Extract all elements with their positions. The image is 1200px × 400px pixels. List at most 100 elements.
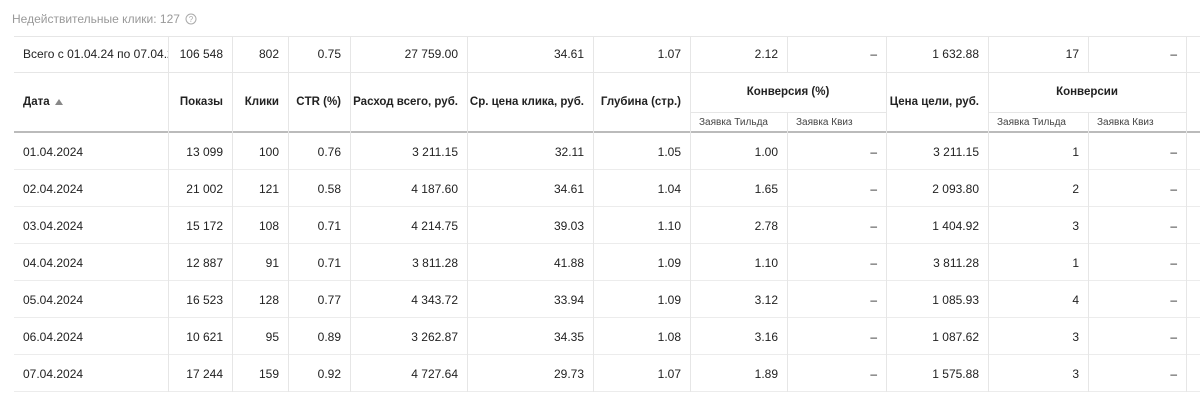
col-line <box>886 133 887 392</box>
data-cell-text: 05.04.2024 <box>23 292 84 307</box>
data-cell-text: 1.10 <box>657 218 681 233</box>
data-cell: 0.71 <box>288 244 350 281</box>
row-line <box>988 112 1186 113</box>
sub-header: Заявка Квиз <box>1088 112 1186 132</box>
data-cell-text: – <box>1170 329 1177 344</box>
data-cell-text: 1 085.93 <box>932 292 979 307</box>
data-cell-text: 4 187.60 <box>411 181 458 196</box>
data-cell-text: 13 099 <box>186 144 223 159</box>
data-cell-text: 3 <box>1072 218 1079 233</box>
data-cell: 33.94 <box>467 281 593 318</box>
col-line <box>593 36 594 133</box>
data-cell: – <box>787 318 886 355</box>
data-cell: – <box>1088 170 1186 207</box>
col-line <box>168 133 169 392</box>
row-line <box>14 243 1200 244</box>
data-cell-text: 3 211.15 <box>412 144 458 159</box>
data-cell: 04.04.2024 <box>14 244 168 281</box>
data-cell: – <box>787 281 886 318</box>
column-header: Ср. цена клика, руб. <box>467 72 593 132</box>
data-cell: 1.05 <box>593 133 690 170</box>
column-header: Конверсии <box>988 72 1186 112</box>
col-line <box>467 133 468 392</box>
data-cell: 1.09 <box>593 281 690 318</box>
col-line <box>1186 36 1187 133</box>
data-cell-text: 1.09 <box>657 292 681 307</box>
help-icon[interactable]: ? <box>185 13 197 25</box>
column-header: Конверсия (%) <box>690 72 886 112</box>
data-cell-text: 1.89 <box>754 366 778 381</box>
column-header-text: Конверсии <box>1056 86 1118 98</box>
summary-cell: 802 <box>232 36 288 72</box>
data-cell-text: 4 343.72 <box>411 292 458 307</box>
col-line <box>350 133 351 392</box>
sort-arrow[interactable] <box>54 98 64 106</box>
data-cell: – <box>1088 207 1186 244</box>
data-cell: 01.04.2024 <box>14 133 168 170</box>
data-cell-text: 01.04.2024 <box>23 144 84 159</box>
data-cell: 16 523 <box>168 281 232 318</box>
sub-header: Заявка Тильда <box>690 112 787 132</box>
summary-cell: – <box>787 36 886 72</box>
data-cell: 3 <box>988 318 1088 355</box>
data-cell-text: 0.71 <box>317 255 341 270</box>
data-cell-text: 1.08 <box>657 329 681 344</box>
col-line <box>1088 112 1089 133</box>
row-line <box>14 169 1200 170</box>
data-cell: 100 <box>232 133 288 170</box>
data-cell: 32.11 <box>467 133 593 170</box>
data-cell-text: 17 244 <box>186 366 223 381</box>
column-header-text: Цена цели, руб. <box>889 96 979 108</box>
data-cell: 1 085.93 <box>886 281 988 318</box>
data-cell: 34.61 <box>467 170 593 207</box>
col-line <box>787 133 788 392</box>
data-cell-text: 33.94 <box>553 292 584 307</box>
data-cell-text: 3 811.28 <box>933 255 979 270</box>
data-cell: – <box>787 355 886 392</box>
data-cell-text: 3.12 <box>754 292 778 307</box>
data-cell: 02.04.2024 <box>14 170 168 207</box>
data-cell: 0.71 <box>288 207 350 244</box>
data-cell: 3 <box>988 207 1088 244</box>
data-cell: – <box>1088 244 1186 281</box>
sub-header: Заявка Тильда <box>988 112 1088 132</box>
row-line <box>14 317 1200 318</box>
data-cell: 3 211.15 <box>886 133 988 170</box>
data-cell-text: 16 523 <box>186 292 223 307</box>
summary-cell: 1 632.88 <box>886 36 988 72</box>
data-cell-text: 0.58 <box>317 181 341 196</box>
data-cell: – <box>787 170 886 207</box>
data-cell: 128 <box>232 281 288 318</box>
summary-cell-text: 802 <box>258 47 279 61</box>
data-cell: 06.04.2024 <box>14 318 168 355</box>
data-cell: 1.10 <box>690 244 787 281</box>
column-header-text: Показы <box>179 96 223 108</box>
summary-cell-text: 34.61 <box>553 47 584 61</box>
data-cell-text: 128 <box>258 292 279 307</box>
data-cell-text: – <box>870 329 877 344</box>
data-cell-text: 1.00 <box>754 144 778 159</box>
data-cell: 07.04.2024 <box>14 355 168 392</box>
sub-header: Заявка Квиз <box>787 112 886 132</box>
data-cell: – <box>1088 133 1186 170</box>
data-cell: 17 244 <box>168 355 232 392</box>
col-line <box>168 36 169 133</box>
row-line <box>14 280 1200 281</box>
data-cell-text: 41.88 <box>553 255 584 270</box>
data-cell-text: – <box>870 218 877 233</box>
data-cell-text: – <box>1170 366 1177 381</box>
data-cell: 3 811.28 <box>886 244 988 281</box>
data-cell-text: 159 <box>258 366 279 381</box>
data-cell: 0.76 <box>288 133 350 170</box>
column-header[interactable]: Дата <box>14 72 168 132</box>
summary-cell-text: 0.75 <box>317 47 341 61</box>
data-cell: 1.09 <box>593 244 690 281</box>
data-cell-text: – <box>870 255 877 270</box>
data-cell: 3 262.87 <box>350 318 467 355</box>
data-cell-text: 07.04.2024 <box>23 366 84 381</box>
data-cell-text: 39.03 <box>553 218 584 233</box>
data-cell: 1 575.88 <box>886 355 988 392</box>
data-cell: 12 887 <box>168 244 232 281</box>
summary-cell: 34.61 <box>467 36 593 72</box>
data-cell: 03.04.2024 <box>14 207 168 244</box>
